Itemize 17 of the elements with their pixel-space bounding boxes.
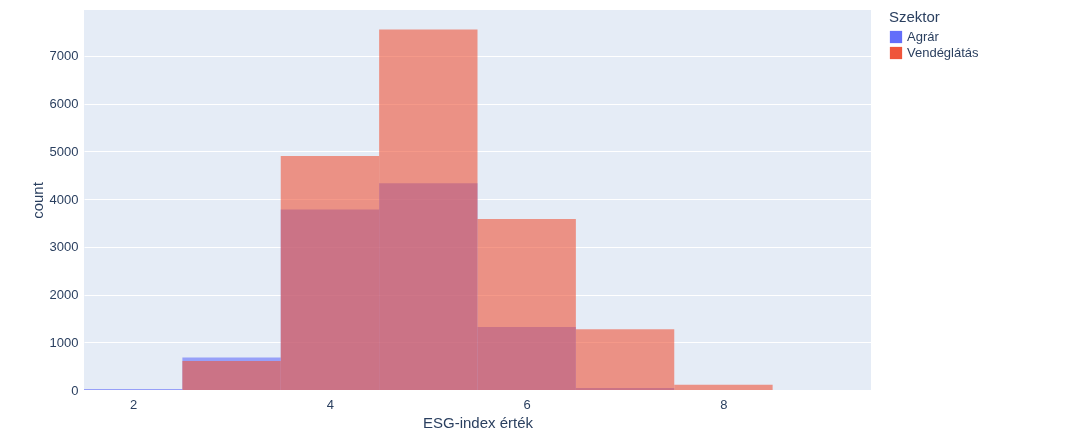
y-tick-label: 4000 (49, 191, 79, 207)
y-tick-label: 1000 (49, 334, 79, 350)
x-tick-label: 2 (130, 396, 138, 412)
legend-label: Vendéglátás (907, 45, 980, 60)
y-tick-label: 6000 (49, 96, 79, 112)
legend-title: Szektor (889, 8, 940, 25)
y-tick-label: 2000 (49, 287, 79, 303)
y-tick-label: 7000 (49, 48, 79, 64)
y-axis-title: count (28, 181, 46, 219)
x-axis-title: ESG-index érték (422, 413, 534, 431)
x-tick-label: 6 (523, 396, 531, 412)
x-tick-label: 4 (326, 396, 335, 412)
y-tick-label: 3000 (49, 239, 79, 255)
y-tick-label: 5000 (49, 143, 79, 159)
x-tick-label: 8 (720, 396, 728, 412)
legend-label: Agrár (907, 29, 940, 44)
y-tick-label: 0 (71, 382, 79, 398)
